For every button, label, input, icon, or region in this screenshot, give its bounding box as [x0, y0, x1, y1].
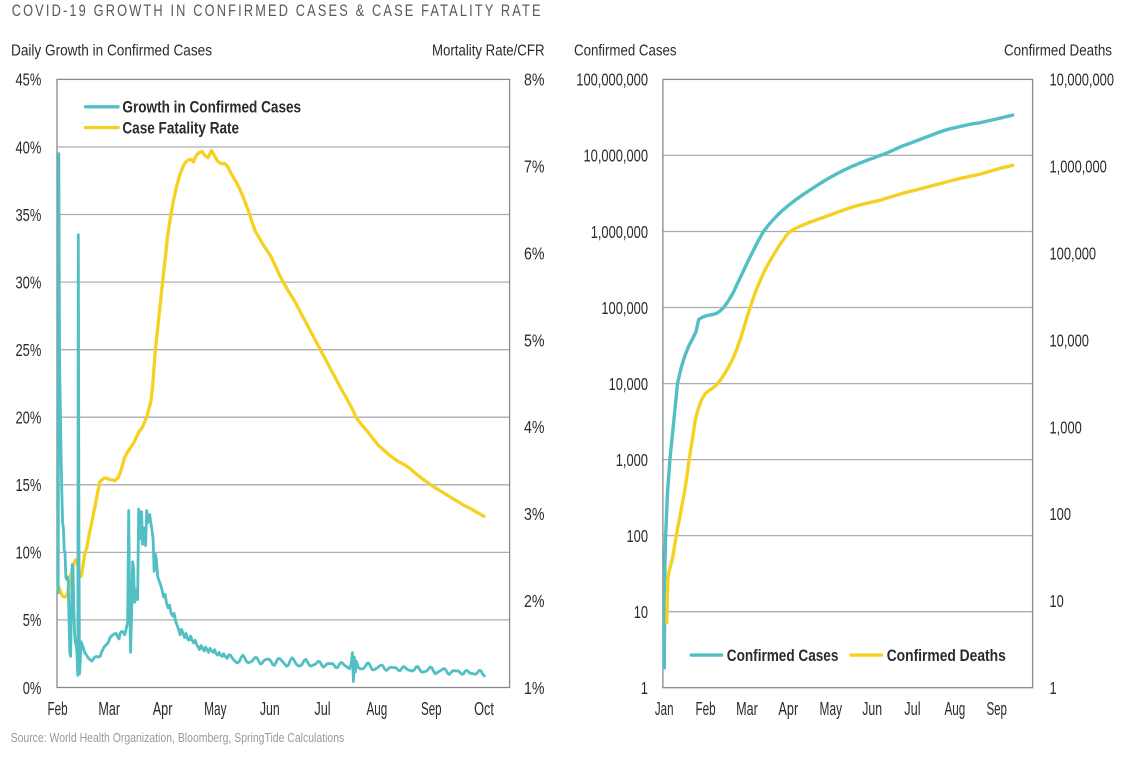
svg-text:1,000: 1,000: [1050, 417, 1082, 437]
svg-text:Jun: Jun: [260, 699, 280, 719]
svg-text:6%: 6%: [524, 243, 545, 263]
svg-text:Confirmed Cases: Confirmed Cases: [727, 647, 839, 665]
svg-text:Confirmed Deaths: Confirmed Deaths: [887, 647, 1006, 665]
svg-text:1,000: 1,000: [616, 450, 648, 470]
svg-text:Aug: Aug: [367, 699, 388, 719]
svg-text:Mortality Rate/CFR: Mortality Rate/CFR: [432, 43, 545, 60]
svg-text:Mar: Mar: [736, 699, 758, 719]
svg-text:2%: 2%: [524, 591, 545, 611]
svg-text:1,000,000: 1,000,000: [591, 222, 648, 242]
svg-text:1: 1: [641, 678, 648, 698]
svg-text:Daily Growth in Confirmed Case: Daily Growth in Confirmed Cases: [11, 43, 212, 60]
svg-text:4%: 4%: [524, 417, 545, 437]
svg-text:COVID-19 GROWTH IN CONFIRMED C: COVID-19 GROWTH IN CONFIRMED CASES & CAS…: [12, 1, 543, 20]
svg-text:8%: 8%: [524, 70, 545, 90]
svg-text:10: 10: [634, 602, 648, 622]
svg-text:40%: 40%: [16, 137, 42, 157]
svg-text:7%: 7%: [524, 157, 545, 177]
svg-text:1: 1: [1050, 678, 1057, 698]
svg-text:Jan: Jan: [655, 699, 674, 719]
svg-text:20%: 20%: [16, 408, 42, 428]
svg-text:25%: 25%: [16, 340, 42, 360]
svg-text:5%: 5%: [524, 330, 545, 350]
svg-text:10,000,000: 10,000,000: [584, 146, 649, 166]
svg-text:Aug: Aug: [945, 699, 966, 719]
svg-text:Jul: Jul: [904, 699, 920, 719]
svg-text:Source: World Health Organizat: Source: World Health Organization, Bloom…: [11, 731, 345, 745]
svg-text:100,000,000: 100,000,000: [576, 70, 648, 90]
svg-text:45%: 45%: [16, 70, 42, 90]
svg-text:10,000: 10,000: [609, 374, 649, 394]
svg-text:100: 100: [1050, 504, 1072, 524]
svg-text:100,000: 100,000: [601, 298, 648, 318]
svg-text:Apr: Apr: [153, 699, 173, 719]
svg-text:15%: 15%: [16, 475, 42, 495]
svg-text:Sep: Sep: [986, 699, 1007, 719]
svg-text:Apr: Apr: [778, 699, 798, 719]
svg-text:Jun: Jun: [862, 699, 882, 719]
svg-text:1%: 1%: [524, 678, 545, 698]
svg-text:Confirmed Cases: Confirmed Cases: [574, 43, 677, 60]
svg-text:30%: 30%: [16, 272, 42, 292]
svg-text:Jul: Jul: [314, 699, 330, 719]
svg-text:Feb: Feb: [48, 699, 68, 719]
svg-text:Oct: Oct: [474, 699, 494, 719]
svg-text:3%: 3%: [524, 504, 545, 524]
svg-text:10: 10: [1050, 591, 1064, 611]
svg-text:100,000: 100,000: [1050, 244, 1097, 264]
svg-text:Sep: Sep: [421, 699, 442, 719]
svg-text:May: May: [820, 699, 843, 719]
svg-text:5%: 5%: [23, 610, 42, 630]
svg-text:Mar: Mar: [98, 699, 120, 719]
svg-text:1,000,000: 1,000,000: [1050, 157, 1107, 177]
svg-text:0%: 0%: [23, 678, 42, 698]
svg-text:Confirmed Deaths: Confirmed Deaths: [1004, 43, 1112, 60]
svg-text:35%: 35%: [16, 205, 42, 225]
svg-text:Feb: Feb: [696, 699, 716, 719]
svg-text:May: May: [204, 699, 227, 719]
svg-text:10,000: 10,000: [1050, 330, 1090, 350]
svg-text:Case Fatality Rate: Case Fatality Rate: [122, 119, 239, 137]
svg-text:Growth in Confirmed Cases: Growth in Confirmed Cases: [122, 99, 301, 117]
svg-text:10%: 10%: [16, 543, 42, 563]
svg-text:100: 100: [627, 526, 649, 546]
svg-text:10,000,000: 10,000,000: [1050, 70, 1115, 90]
